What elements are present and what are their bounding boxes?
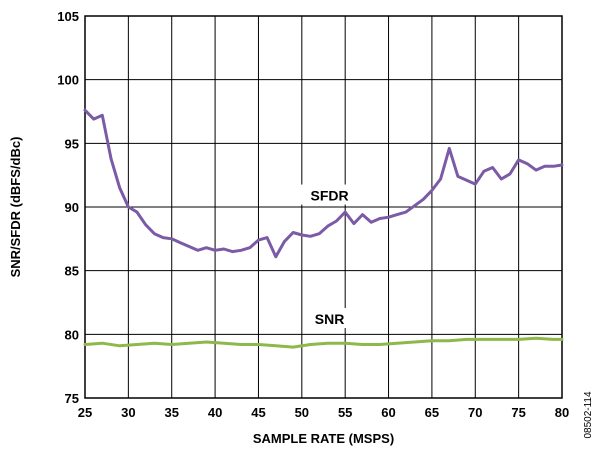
y-axis-label: SNR/SFDR (dBFS/dBc) xyxy=(8,137,23,278)
snr-series-line xyxy=(83,336,564,349)
x-tick-label: 70 xyxy=(468,405,482,420)
x-tick-label: 65 xyxy=(425,405,439,420)
x-tick-label: 30 xyxy=(121,405,135,420)
x-axis-label: SAMPLE RATE (MSPS) xyxy=(253,431,394,446)
x-tick-label: 60 xyxy=(381,405,395,420)
x-tick-label: 45 xyxy=(251,405,265,420)
series: SFDR SNR xyxy=(83,108,564,349)
x-tick-label: 50 xyxy=(295,405,309,420)
sfdr-series-label: SFDR xyxy=(311,188,349,204)
x-tick-label: 40 xyxy=(208,405,222,420)
snr-label-backdrop xyxy=(303,308,356,329)
y-tick-label: 90 xyxy=(65,200,79,215)
x-tick-label: 35 xyxy=(164,405,178,420)
sfdr-series-line xyxy=(83,108,564,259)
y-tick-label: 75 xyxy=(65,391,79,406)
y-tick-label: 85 xyxy=(65,264,79,279)
y-tick-label: 100 xyxy=(57,73,79,88)
y-tick-label: 105 xyxy=(57,9,79,24)
y-tick-label: 95 xyxy=(65,136,79,151)
snr-series-label: SNR xyxy=(315,311,345,327)
x-tick-label: 80 xyxy=(555,405,569,420)
y-axis-ticks: 75 80 85 90 95 100 105 xyxy=(57,9,79,406)
x-tick-label: 25 xyxy=(78,405,92,420)
x-tick-label: 75 xyxy=(511,405,525,420)
figure-id: 08502-114 xyxy=(583,391,594,439)
x-axis-ticks: 25 30 35 40 45 50 55 60 65 70 75 80 xyxy=(78,405,569,420)
x-tick-label: 55 xyxy=(338,405,352,420)
sfdr-label-backdrop xyxy=(298,184,361,205)
plot-frame xyxy=(84,15,563,399)
y-tick-label: 80 xyxy=(65,327,79,342)
